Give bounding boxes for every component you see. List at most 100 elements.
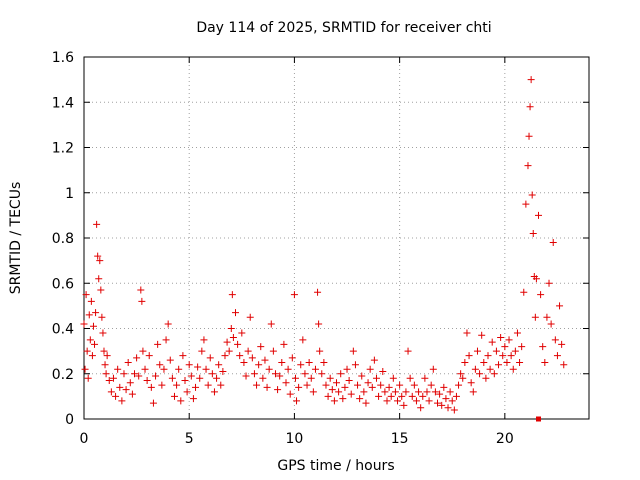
data-point xyxy=(501,343,509,351)
data-point xyxy=(419,392,427,400)
data-point xyxy=(145,352,153,360)
data-point xyxy=(516,358,524,366)
data-point xyxy=(278,358,286,366)
data-point xyxy=(109,374,117,382)
data-point xyxy=(309,388,317,396)
data-point xyxy=(185,361,193,369)
data-point xyxy=(93,220,101,228)
data-point xyxy=(427,381,435,389)
data-point xyxy=(356,395,364,403)
y-axis-label: SRMTID / TECUs xyxy=(8,182,24,295)
data-point xyxy=(229,334,237,342)
data-point xyxy=(398,392,406,400)
data-point xyxy=(366,365,374,373)
data-point xyxy=(128,390,136,398)
data-point xyxy=(124,358,132,366)
data-point xyxy=(168,374,176,382)
data-point xyxy=(423,388,431,396)
data-points xyxy=(80,76,568,422)
data-point xyxy=(105,377,113,385)
data-point xyxy=(177,397,185,405)
y-tick-label: 1.2 xyxy=(52,141,74,157)
data-point xyxy=(343,365,351,373)
data-point xyxy=(529,229,537,237)
data-point xyxy=(513,329,521,337)
data-point xyxy=(324,392,332,400)
data-point xyxy=(495,361,503,369)
data-point xyxy=(269,347,277,355)
data-point xyxy=(551,336,559,344)
x-tick-label: 20 xyxy=(496,431,514,447)
data-point xyxy=(179,352,187,360)
data-point xyxy=(556,302,564,310)
data-point xyxy=(118,397,126,405)
data-point xyxy=(526,103,534,111)
data-point xyxy=(120,370,128,378)
data-point xyxy=(539,343,547,351)
data-point xyxy=(293,397,301,405)
data-point xyxy=(553,352,561,360)
data-point xyxy=(333,379,340,387)
data-point xyxy=(396,381,404,389)
data-point xyxy=(137,286,145,294)
data-point xyxy=(259,374,267,382)
data-point xyxy=(80,320,88,328)
data-point xyxy=(488,338,496,346)
data-point xyxy=(446,388,454,396)
data-point xyxy=(290,291,298,299)
data-point xyxy=(524,162,532,170)
data-point xyxy=(364,379,372,387)
data-point xyxy=(175,365,183,373)
data-point xyxy=(476,370,484,378)
data-point xyxy=(337,370,345,378)
data-point-square xyxy=(536,416,541,422)
y-tick-label: 1.4 xyxy=(52,95,74,111)
data-point xyxy=(92,309,100,317)
data-point xyxy=(238,329,246,337)
data-point xyxy=(531,313,539,321)
data-point xyxy=(532,275,540,283)
data-point xyxy=(482,374,490,382)
data-point xyxy=(87,297,95,305)
data-point xyxy=(181,377,189,385)
data-point xyxy=(96,257,104,265)
data-point xyxy=(467,379,475,387)
data-point xyxy=(173,381,181,389)
data-point xyxy=(246,313,254,321)
data-point xyxy=(438,401,446,409)
data-point xyxy=(215,361,223,369)
data-point xyxy=(469,388,477,396)
data-point xyxy=(114,365,122,373)
data-point xyxy=(208,370,216,378)
grid-lines xyxy=(84,57,589,419)
data-point xyxy=(189,395,197,403)
data-point xyxy=(138,297,146,305)
data-point xyxy=(379,367,387,375)
data-point xyxy=(116,383,124,391)
data-point xyxy=(196,374,204,382)
data-point xyxy=(187,372,195,380)
data-point xyxy=(471,365,479,373)
y-tick-label: 1.6 xyxy=(52,50,74,66)
data-point xyxy=(198,347,206,355)
data-point xyxy=(102,370,110,378)
data-point xyxy=(232,309,239,317)
data-point xyxy=(244,347,252,355)
data-point xyxy=(480,358,488,366)
data-point xyxy=(448,397,456,405)
data-point xyxy=(286,390,294,398)
data-point xyxy=(135,372,143,380)
data-point xyxy=(417,404,425,412)
data-point xyxy=(126,379,134,387)
data-point xyxy=(316,347,324,355)
data-point xyxy=(213,374,221,382)
data-point xyxy=(183,388,191,396)
data-point xyxy=(89,322,97,330)
x-tick-label: 5 xyxy=(185,431,194,447)
data-point xyxy=(434,399,441,407)
data-point xyxy=(284,365,292,373)
data-point xyxy=(257,343,265,351)
data-point xyxy=(261,356,269,364)
data-point xyxy=(459,374,467,382)
